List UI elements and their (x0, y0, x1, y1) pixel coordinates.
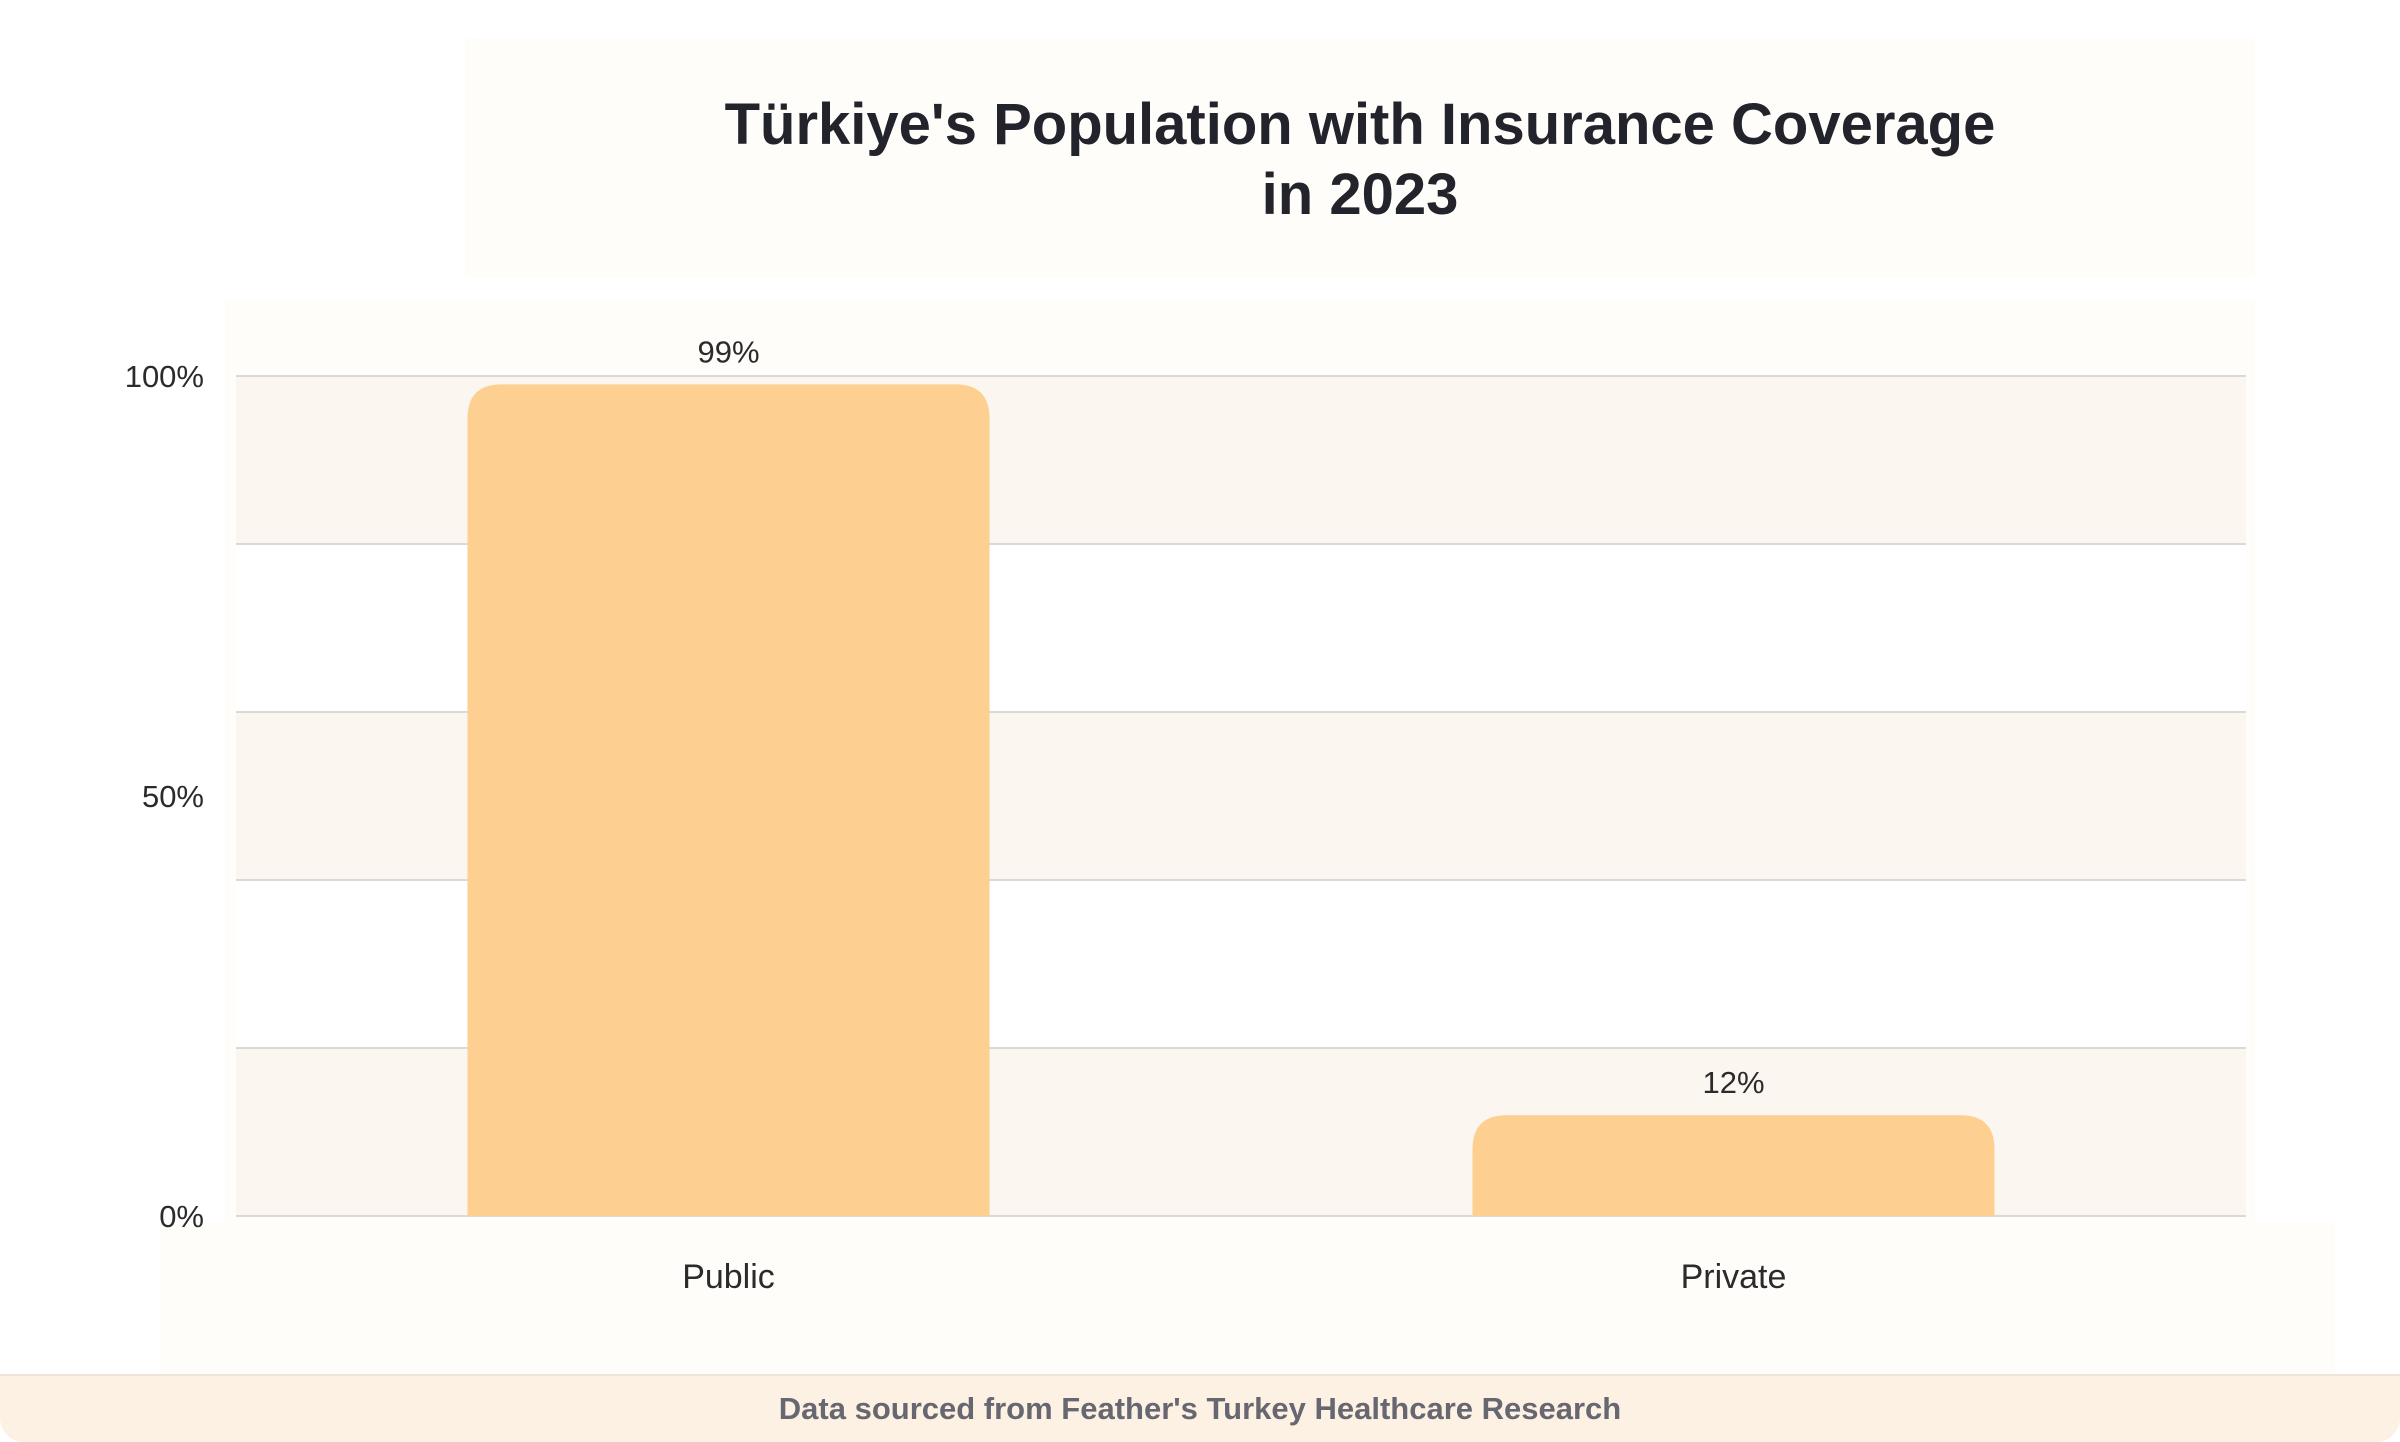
y-tick-label: 100% (125, 359, 204, 394)
y-tick-label: 0% (159, 1199, 204, 1234)
x-tick-label: Private (1681, 1258, 1787, 1296)
x-tick-label: Public (682, 1258, 775, 1296)
title-panel: Türkiye's Population with Insurance Cove… (465, 38, 2255, 278)
chart-title-line-2: in 2023 (1261, 162, 1459, 227)
bar-chart: 100% 50% 0% 99% Public 12% Private (124, 334, 2335, 1374)
source-footer: Data sourced from Feather's Turkey Healt… (0, 1374, 2400, 1442)
bar-public (467, 384, 990, 1216)
y-tick-label: 50% (142, 779, 204, 814)
chart-title: Türkiye's Population with Insurance Cove… (465, 90, 2255, 230)
bar-private (1472, 1115, 1995, 1216)
data-label: 99% (697, 334, 759, 369)
source-text: Data sourced from Feather's Turkey Healt… (778, 1391, 1622, 1426)
chart-title-line-1: Türkiye's Population with Insurance Cove… (724, 92, 1996, 157)
x-axis-panel (160, 1222, 2335, 1374)
data-label: 12% (1702, 1065, 1764, 1100)
